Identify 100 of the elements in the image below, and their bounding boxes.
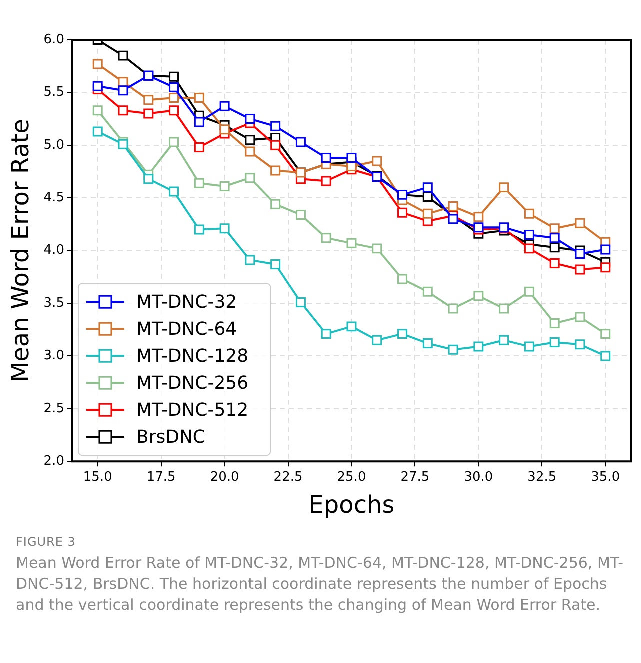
point <box>550 242 560 253</box>
legend-label: MT-DNC-256 <box>136 372 249 394</box>
point <box>575 218 586 228</box>
point <box>398 274 408 284</box>
point <box>448 344 458 355</box>
point <box>398 329 408 340</box>
point <box>346 238 357 248</box>
point <box>220 101 230 112</box>
point <box>346 322 357 332</box>
point <box>575 312 586 322</box>
point <box>92 59 103 70</box>
point <box>550 338 560 348</box>
y-tick-label: 3.5 <box>44 296 64 311</box>
point <box>499 335 510 346</box>
point <box>270 121 281 132</box>
point <box>499 182 510 193</box>
point <box>600 262 611 273</box>
point <box>169 92 180 103</box>
point <box>524 342 534 352</box>
point <box>474 291 484 302</box>
point <box>499 304 510 314</box>
point <box>474 342 484 352</box>
point <box>92 106 103 116</box>
point <box>194 142 204 152</box>
point <box>524 230 534 240</box>
point <box>245 114 256 124</box>
point <box>550 233 560 244</box>
point <box>220 182 230 192</box>
x-tick-label: 30.0 <box>464 470 494 485</box>
point <box>372 244 382 254</box>
point <box>422 338 433 349</box>
legend-label: MT-DNC-64 <box>136 318 238 340</box>
x-tick-label: 15.0 <box>83 470 112 485</box>
legend-label: MT-DNC-512 <box>136 400 249 421</box>
point <box>524 244 534 254</box>
point <box>296 297 306 308</box>
point <box>169 72 180 82</box>
y-tick-label: 3.0 <box>44 348 64 364</box>
point <box>169 137 180 148</box>
point <box>422 208 433 219</box>
y-tick-label: 2.5 <box>44 401 64 416</box>
point <box>422 286 433 297</box>
x-tick-label: 35.0 <box>591 470 620 485</box>
point <box>422 182 433 193</box>
caption: FIGURE 3 <box>16 535 77 549</box>
x-tick-label: 17.5 <box>146 470 176 485</box>
point <box>118 106 128 116</box>
x-axis-title: Epochs <box>308 490 395 519</box>
point <box>550 258 560 268</box>
point <box>600 351 611 362</box>
point <box>321 329 332 340</box>
point <box>144 174 154 184</box>
text: Mean Word Error Rate of MT-DNC-32, MT-DNC-64, MT-DNC-128, MT-DNC-256, MT-DNC-512, BrsDNC. The horizontal coordinate represents the number of Epochs and the vertical coordinate represents the changing of Mean Word Error Rate. <box>16 553 625 616</box>
point <box>92 126 103 137</box>
legend-label: BrsDNC <box>136 426 206 448</box>
point <box>296 137 306 148</box>
point <box>270 140 281 150</box>
point <box>321 233 332 244</box>
point <box>169 186 180 197</box>
point <box>92 81 103 92</box>
point <box>220 124 230 135</box>
point <box>245 173 256 184</box>
point <box>245 146 256 157</box>
point <box>448 214 458 224</box>
point <box>296 210 306 220</box>
point <box>524 208 534 219</box>
point <box>398 208 408 218</box>
point <box>372 156 382 166</box>
point <box>448 202 458 212</box>
point <box>575 248 586 259</box>
point <box>245 255 256 266</box>
point <box>550 318 560 329</box>
point <box>270 166 281 176</box>
point <box>448 304 458 314</box>
point <box>270 199 281 210</box>
y-axis-title: Mean Word Error Rate <box>6 119 35 383</box>
x-tick-label: 20.0 <box>210 470 240 485</box>
x-tick-label: 22.5 <box>274 470 303 485</box>
point <box>474 212 484 222</box>
point <box>194 178 204 188</box>
point <box>194 117 204 128</box>
y-tick-label: 4.5 <box>44 190 64 206</box>
point <box>144 95 154 106</box>
point <box>346 153 357 164</box>
point <box>144 108 154 119</box>
point <box>118 50 128 61</box>
point <box>270 260 281 270</box>
point <box>194 92 204 103</box>
x-tick-label: 27.5 <box>400 470 430 485</box>
y-tick-label: 2.0 <box>44 454 64 469</box>
point <box>169 106 180 116</box>
point <box>118 86 128 96</box>
point <box>321 153 332 164</box>
point <box>575 264 586 275</box>
y-tick-label: 4.0 <box>44 243 64 258</box>
point <box>194 224 204 235</box>
point <box>372 335 382 346</box>
point <box>600 244 611 255</box>
y-tick-label: 6.0 <box>44 32 64 48</box>
point <box>220 224 230 234</box>
